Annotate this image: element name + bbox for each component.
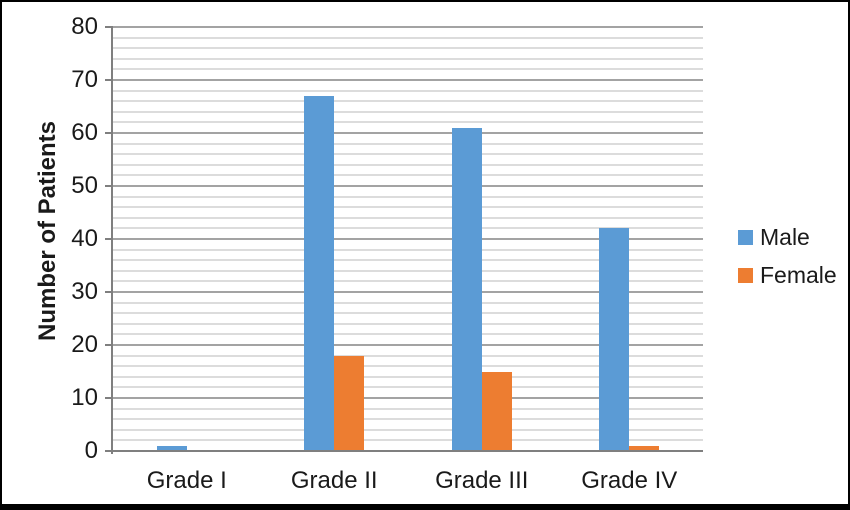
- y-tick-label: 70: [71, 66, 98, 93]
- y-axis-tick: [105, 132, 113, 134]
- major-gridline: [113, 26, 703, 28]
- bar-male-grade-ii: [304, 95, 335, 451]
- minor-gridline: [113, 121, 703, 124]
- bar-female-grade-ii: [334, 355, 365, 451]
- minor-gridline: [113, 100, 703, 103]
- y-axis-tick: [105, 238, 113, 240]
- y-tick-label: 60: [71, 119, 98, 146]
- y-tick-label: 40: [71, 225, 98, 252]
- legend-label-male: Male: [760, 223, 810, 250]
- legend: Male Female: [738, 222, 837, 290]
- minor-gridline: [113, 47, 703, 50]
- legend-item-male: Male: [738, 222, 837, 252]
- y-tick-label: 10: [71, 384, 98, 411]
- minor-gridline: [113, 269, 703, 272]
- legend-swatch-female: [738, 267, 753, 283]
- minor-gridline: [113, 227, 703, 230]
- legend-label-female: Female: [760, 261, 837, 288]
- minor-gridline: [113, 418, 703, 421]
- plot-area: [113, 26, 703, 451]
- major-gridline: [113, 344, 703, 346]
- y-axis-tick: [105, 79, 113, 81]
- minor-gridline: [113, 89, 703, 92]
- major-gridline: [113, 79, 703, 81]
- minor-gridline: [113, 259, 703, 262]
- minor-gridline: [113, 206, 703, 209]
- bar-male-grade-iii: [451, 127, 482, 451]
- y-axis-tick: [105, 397, 113, 399]
- bar-female-grade-iv: [629, 445, 660, 451]
- minor-gridline: [113, 365, 703, 368]
- minor-gridline: [113, 163, 703, 166]
- major-gridline: [113, 397, 703, 399]
- bar-male-grade-iv: [599, 228, 630, 451]
- x-category-label: Grade IV: [581, 467, 678, 494]
- minor-gridline: [113, 280, 703, 283]
- minor-gridline: [113, 439, 703, 442]
- major-gridline: [113, 185, 703, 187]
- minor-gridline: [113, 216, 703, 219]
- y-tick-label: 20: [71, 331, 98, 358]
- minor-gridline: [113, 354, 703, 357]
- x-category-label: Grade II: [290, 467, 378, 494]
- minor-gridline: [113, 174, 703, 177]
- y-axis-tick: [105, 291, 113, 293]
- y-axis-tick: [105, 185, 113, 187]
- minor-gridline: [113, 68, 703, 71]
- bar-female-grade-iii: [481, 371, 512, 451]
- minor-gridline: [113, 57, 703, 60]
- y-tick-label: 30: [71, 278, 98, 305]
- x-category-label: Grade I: [146, 467, 227, 494]
- y-axis-line: [111, 27, 113, 454]
- minor-gridline: [113, 386, 703, 389]
- minor-gridline: [113, 375, 703, 378]
- minor-gridline: [113, 36, 703, 39]
- major-gridline: [113, 132, 703, 134]
- minor-gridline: [113, 428, 703, 431]
- x-axis-line: [105, 450, 703, 452]
- y-tick-label: 50: [71, 172, 98, 199]
- minor-gridline: [113, 153, 703, 156]
- minor-gridline: [113, 333, 703, 336]
- major-gridline: [113, 238, 703, 240]
- y-axis-tick: [105, 26, 113, 28]
- minor-gridline: [113, 312, 703, 315]
- legend-item-female: Female: [738, 260, 837, 290]
- minor-gridline: [113, 322, 703, 325]
- minor-gridline: [113, 301, 703, 304]
- minor-gridline: [113, 248, 703, 251]
- y-axis-tick: [105, 450, 113, 452]
- y-tick-label: 0: [84, 437, 98, 464]
- x-category-label: Grade III: [435, 467, 529, 494]
- major-gridline: [113, 291, 703, 293]
- minor-gridline: [113, 407, 703, 410]
- y-tick-label: 80: [71, 13, 98, 40]
- minor-gridline: [113, 110, 703, 113]
- minor-gridline: [113, 195, 703, 198]
- bar-male-grade-i: [156, 445, 187, 451]
- legend-swatch-male: [738, 229, 753, 245]
- minor-gridline: [113, 142, 703, 145]
- y-axis-tick: [105, 344, 113, 346]
